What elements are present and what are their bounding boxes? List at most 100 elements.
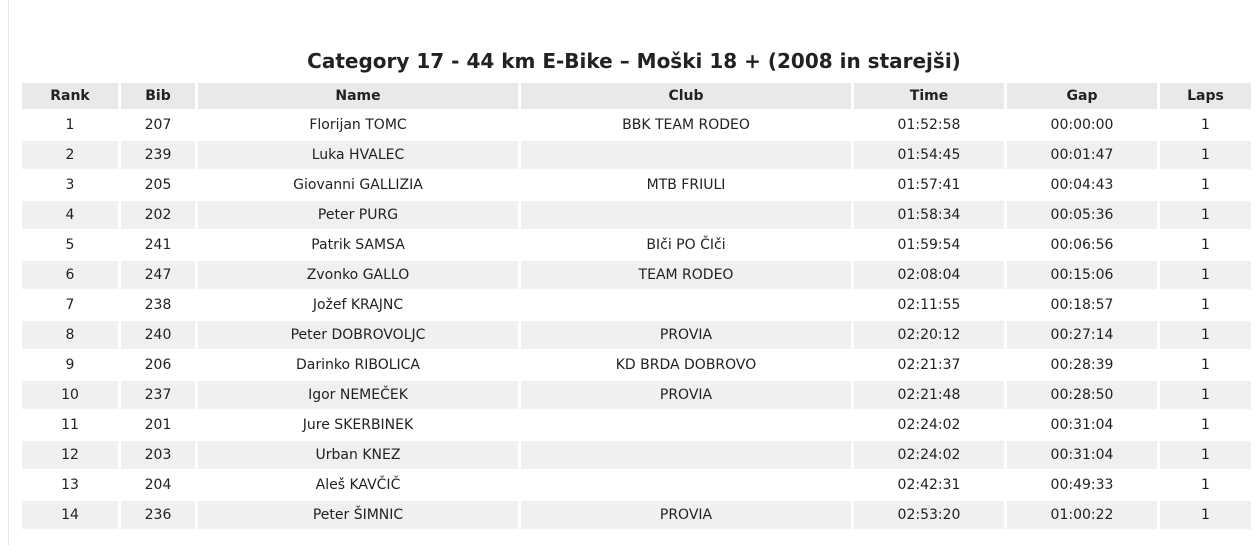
cell-gap: 00:28:39 (1007, 351, 1157, 379)
table-row: 13 204 Aleš KAVČIČ 02:42:31 00:49:33 1 (22, 471, 1251, 499)
cell-club: BIči PO ČIči (521, 231, 851, 259)
cell-time: 01:52:58 (854, 111, 1004, 139)
cell-rank: 12 (22, 441, 118, 469)
cell-bib: 239 (121, 141, 195, 169)
cell-name: Zvonko GALLO (198, 261, 518, 289)
table-row: 12 203 Urban KNEZ 02:24:02 00:31:04 1 (22, 441, 1251, 469)
cell-club: MTB FRIULI (521, 171, 851, 199)
cell-time: 02:53:20 (854, 501, 1004, 529)
cell-rank: 4 (22, 201, 118, 229)
cell-time: 01:59:54 (854, 231, 1004, 259)
cell-gap: 01:00:22 (1007, 501, 1157, 529)
cell-name: Jure SKERBINEK (198, 411, 518, 439)
cell-laps: 1 (1160, 111, 1251, 139)
cell-laps: 1 (1160, 351, 1251, 379)
cell-rank: 10 (22, 381, 118, 409)
cell-laps: 1 (1160, 441, 1251, 469)
cell-bib: 203 (121, 441, 195, 469)
cell-name: Patrik SAMSA (198, 231, 518, 259)
column-header-laps[interactable]: Laps (1160, 83, 1251, 109)
cell-time: 02:21:48 (854, 381, 1004, 409)
cell-name: Peter DOBROVOLJC (198, 321, 518, 349)
cell-time: 01:57:41 (854, 171, 1004, 199)
cell-time: 01:58:34 (854, 201, 1004, 229)
cell-club (521, 201, 851, 229)
cell-gap: 00:18:57 (1007, 291, 1157, 319)
cell-rank: 13 (22, 471, 118, 499)
cell-name: Florijan TOMC (198, 111, 518, 139)
table-row: 9 206 Darinko RIBOLICA KD BRDA DOBROVO 0… (22, 351, 1251, 379)
cell-time: 02:08:04 (854, 261, 1004, 289)
column-header-bib[interactable]: Bib (121, 83, 195, 109)
cell-name: Urban KNEZ (198, 441, 518, 469)
cell-club: PROVIA (521, 321, 851, 349)
cell-laps: 1 (1160, 141, 1251, 169)
cell-club: TEAM RODEO (521, 261, 851, 289)
table-row: 6 247 Zvonko GALLO TEAM RODEO 02:08:04 0… (22, 261, 1251, 289)
cell-club: PROVIA (521, 501, 851, 529)
cell-laps: 1 (1160, 321, 1251, 349)
cell-bib: 241 (121, 231, 195, 259)
table-row: 3 205 Giovanni GALLIZIA MTB FRIULI 01:57… (22, 171, 1251, 199)
cell-rank: 2 (22, 141, 118, 169)
category-title: Category 17 - 44 km E-Bike – Moški 18 + … (307, 49, 961, 74)
cell-bib: 247 (121, 261, 195, 289)
cell-time: 02:11:55 (854, 291, 1004, 319)
cell-rank: 9 (22, 351, 118, 379)
cell-club: BBK TEAM RODEO (521, 111, 851, 139)
table-row: 5 241 Patrik SAMSA BIči PO ČIči 01:59:54… (22, 231, 1251, 259)
cell-bib: 238 (121, 291, 195, 319)
cell-name: Luka HVALEC (198, 141, 518, 169)
table-row: 11 201 Jure SKERBINEK 02:24:02 00:31:04 … (22, 411, 1251, 439)
header-row: Rank Bib Name Club Time Gap Laps (22, 83, 1251, 109)
cell-time: 02:24:02 (854, 441, 1004, 469)
cell-name: Igor NEMEČEK (198, 381, 518, 409)
cell-laps: 1 (1160, 261, 1251, 289)
column-header-club[interactable]: Club (521, 83, 851, 109)
column-header-rank[interactable]: Rank (22, 83, 118, 109)
cell-rank: 8 (22, 321, 118, 349)
cell-rank: 11 (22, 411, 118, 439)
cell-laps: 1 (1160, 411, 1251, 439)
cell-club (521, 471, 851, 499)
column-header-time[interactable]: Time (854, 83, 1004, 109)
column-header-name[interactable]: Name (198, 83, 518, 109)
table-row: 7 238 Jožef KRAJNC 02:11:55 00:18:57 1 (22, 291, 1251, 319)
cell-gap: 00:15:06 (1007, 261, 1157, 289)
table-row: 8 240 Peter DOBROVOLJC PROVIA 02:20:12 0… (22, 321, 1251, 349)
page-left-border (8, 0, 9, 545)
cell-laps: 1 (1160, 471, 1251, 499)
table-row: 10 237 Igor NEMEČEK PROVIA 02:21:48 00:2… (22, 381, 1251, 409)
table-row: 4 202 Peter PURG 01:58:34 00:05:36 1 (22, 201, 1251, 229)
column-header-gap[interactable]: Gap (1007, 83, 1157, 109)
cell-laps: 1 (1160, 171, 1251, 199)
cell-laps: 1 (1160, 501, 1251, 529)
cell-time: 02:21:37 (854, 351, 1004, 379)
cell-name: Giovanni GALLIZIA (198, 171, 518, 199)
cell-bib: 204 (121, 471, 195, 499)
cell-bib: 207 (121, 111, 195, 139)
cell-laps: 1 (1160, 291, 1251, 319)
cell-club: KD BRDA DOBROVO (521, 351, 851, 379)
cell-name: Jožef KRAJNC (198, 291, 518, 319)
table-row: 2 239 Luka HVALEC 01:54:45 00:01:47 1 (22, 141, 1251, 169)
cell-gap: 00:27:14 (1007, 321, 1157, 349)
cell-bib: 237 (121, 381, 195, 409)
cell-gap: 00:00:00 (1007, 111, 1157, 139)
cell-club (521, 411, 851, 439)
cell-time: 02:42:31 (854, 471, 1004, 499)
cell-gap: 00:49:33 (1007, 471, 1157, 499)
cell-bib: 206 (121, 351, 195, 379)
cell-rank: 3 (22, 171, 118, 199)
cell-gap: 00:06:56 (1007, 231, 1157, 259)
cell-time: 02:24:02 (854, 411, 1004, 439)
cell-rank: 7 (22, 291, 118, 319)
cell-name: Peter PURG (198, 201, 518, 229)
cell-gap: 00:31:04 (1007, 411, 1157, 439)
cell-gap: 00:01:47 (1007, 141, 1157, 169)
cell-rank: 5 (22, 231, 118, 259)
table-row: 1 207 Florijan TOMC BBK TEAM RODEO 01:52… (22, 111, 1251, 139)
cell-laps: 1 (1160, 201, 1251, 229)
cell-club (521, 291, 851, 319)
cell-time: 02:20:12 (854, 321, 1004, 349)
